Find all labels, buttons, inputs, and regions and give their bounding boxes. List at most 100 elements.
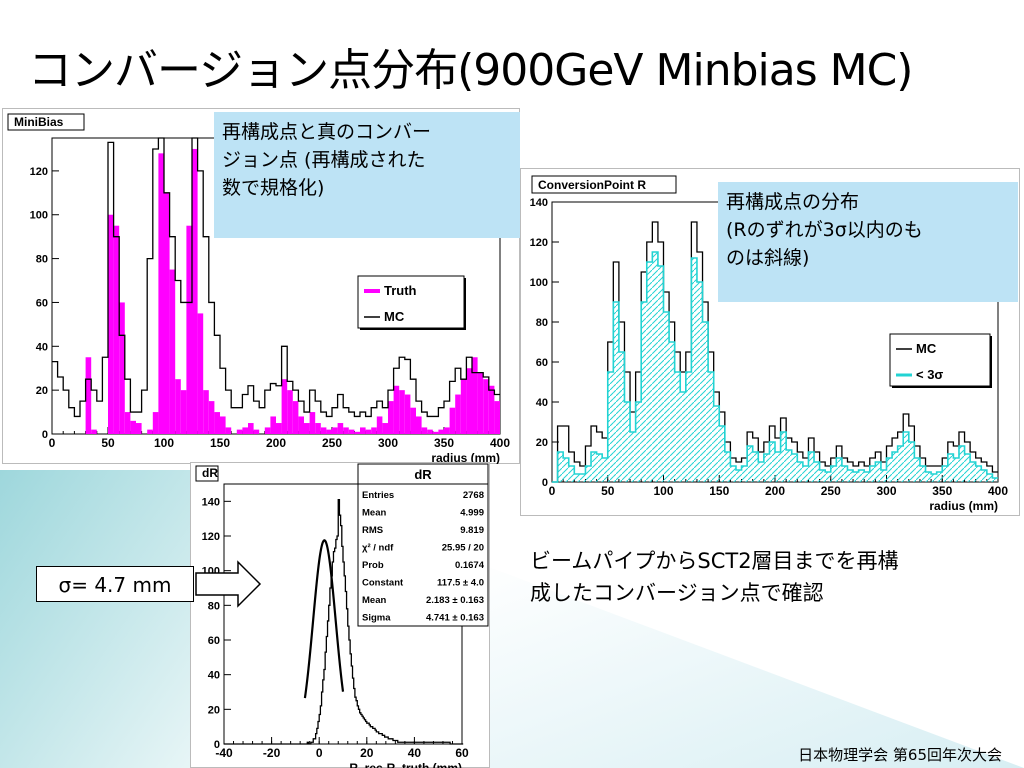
histogram-bar-3 xyxy=(858,470,865,482)
note-right: 再構成点の分布 (Rのずれが3σ以内のも のは斜線) xyxy=(718,182,1018,302)
histogram-bar-truth xyxy=(393,385,400,434)
description-line: ビームパイプからSCT2層目までを再構 xyxy=(530,549,899,573)
histogram-bar-3 xyxy=(624,402,631,482)
y-tick-label: 80 xyxy=(208,600,220,612)
histogram-bar-truth xyxy=(421,427,428,434)
histogram-bar-3 xyxy=(618,352,625,482)
histogram-bar-truth xyxy=(276,423,282,434)
stats-value: 2768 xyxy=(463,490,484,501)
x-tick-label: 250 xyxy=(821,484,841,498)
histogram-bar-truth xyxy=(85,357,92,434)
histogram-bar-truth xyxy=(197,313,204,434)
histogram-bar-truth xyxy=(309,412,316,434)
histogram-bar-3 xyxy=(724,452,731,482)
histogram-bar-truth xyxy=(220,416,226,434)
histogram-bar-truth xyxy=(130,420,136,434)
chart-title-box xyxy=(195,465,219,482)
histogram-bar-3 xyxy=(897,446,904,482)
x-tick-label: 100 xyxy=(653,484,673,498)
histogram-bar-3 xyxy=(780,432,787,482)
histogram-bar-3 xyxy=(814,462,820,482)
histogram-bar-truth xyxy=(270,416,276,434)
y-tick-label: 0 xyxy=(542,477,548,489)
histogram-bar-truth xyxy=(248,423,254,434)
histogram-bar-truth xyxy=(320,427,327,434)
y-tick-label: 20 xyxy=(208,704,220,716)
histogram-bar-3 xyxy=(696,282,703,482)
histogram-bar-truth xyxy=(175,379,181,434)
note-right-line: (Rのずれが3σ以内のも xyxy=(726,219,923,241)
histogram-bar-truth xyxy=(348,429,355,434)
histogram-bar-truth xyxy=(427,429,433,434)
legend-label: MC xyxy=(384,309,405,324)
dr-histogram: dR-40 -20 0 20 40 60020406080100120140R_rec-R… xyxy=(190,462,490,768)
y-tick-label: 40 xyxy=(536,397,548,409)
histogram-bar-truth xyxy=(169,269,176,434)
histogram-bar-truth xyxy=(416,416,422,434)
histogram-bar-3 xyxy=(652,252,658,482)
histogram-bar-truth xyxy=(192,148,198,435)
histogram-bar-3 xyxy=(613,302,619,482)
x-axis-label: R_rec-R_truth (mm) xyxy=(349,761,462,768)
histogram-bar-truth xyxy=(466,368,472,434)
legend-box xyxy=(357,275,465,329)
histogram-bar-truth xyxy=(343,427,349,434)
x-tick-label: -40 xyxy=(215,746,233,760)
histogram-bar-truth xyxy=(158,153,164,434)
histogram-bar-truth xyxy=(494,401,500,434)
histogram-bar-truth xyxy=(264,427,271,434)
x-tick-label: 0 xyxy=(49,436,56,450)
histogram-bar-truth xyxy=(444,427,450,434)
histogram-bar-truth xyxy=(186,225,192,434)
x-tick-label: 20 xyxy=(360,746,374,760)
histogram-bar-3 xyxy=(747,446,753,482)
y-tick-label: 20 xyxy=(536,437,548,449)
stats-label: Constant xyxy=(362,578,404,589)
x-axis-label: radius (mm) xyxy=(431,451,500,464)
histogram-bar-3 xyxy=(763,454,770,482)
histogram-bar-3 xyxy=(880,470,887,482)
histogram-bar-3 xyxy=(841,466,848,482)
description-line: 成したコンバージョン点で確認 xyxy=(530,581,824,605)
histogram-bar-truth xyxy=(438,429,444,434)
x-tick-label: 200 xyxy=(765,484,785,498)
histogram-bar-3 xyxy=(936,472,943,482)
histogram-bar-truth xyxy=(253,429,260,434)
histogram-bar-3 xyxy=(964,454,971,482)
stats-label: Sigma xyxy=(362,613,391,624)
x-tick-label: 60 xyxy=(455,746,469,760)
histogram-bar-truth xyxy=(360,427,366,434)
histogram-bar-truth xyxy=(136,423,142,434)
histogram-bar-3 xyxy=(607,372,614,482)
histogram-bar-3 xyxy=(970,462,976,482)
histogram-bar-truth xyxy=(432,431,439,434)
x-tick-label: 100 xyxy=(154,436,174,450)
y-tick-label: 120 xyxy=(202,531,220,543)
histogram-bar-3 xyxy=(864,472,870,482)
histogram-bar-truth xyxy=(147,429,153,434)
stats-label: Mean xyxy=(362,508,386,519)
histogram-bar-3 xyxy=(691,258,697,482)
stats-title: dR xyxy=(414,467,432,482)
histogram-bar-3 xyxy=(947,454,954,482)
stats-label: Prob xyxy=(362,560,384,571)
histogram-bar-3 xyxy=(752,452,759,482)
stats-label: Mean xyxy=(362,595,386,606)
note-left: 再構成点と真のコンバー ジョン点 (再構成された 数で規格化) xyxy=(214,112,520,238)
histogram-bar-truth xyxy=(404,394,411,434)
histogram-bar-truth xyxy=(326,429,332,434)
legend-label: MC xyxy=(916,341,937,356)
histogram-bar-truth xyxy=(388,401,394,434)
histogram-bar-3 xyxy=(585,466,592,482)
histogram-bar-truth xyxy=(410,407,416,434)
histogram-bar-truth xyxy=(449,407,456,434)
histogram-bar-truth xyxy=(203,390,209,434)
histogram-bar-truth xyxy=(315,423,321,434)
histogram-bar-3 xyxy=(886,458,893,482)
histogram-bar-3 xyxy=(769,442,775,482)
histogram-bar-3 xyxy=(975,466,982,482)
histogram-bar-3 xyxy=(713,406,720,482)
note-left-line: 数で規格化) xyxy=(222,177,325,199)
histogram-bar-truth xyxy=(214,412,220,434)
histogram-bar-truth xyxy=(152,412,159,434)
